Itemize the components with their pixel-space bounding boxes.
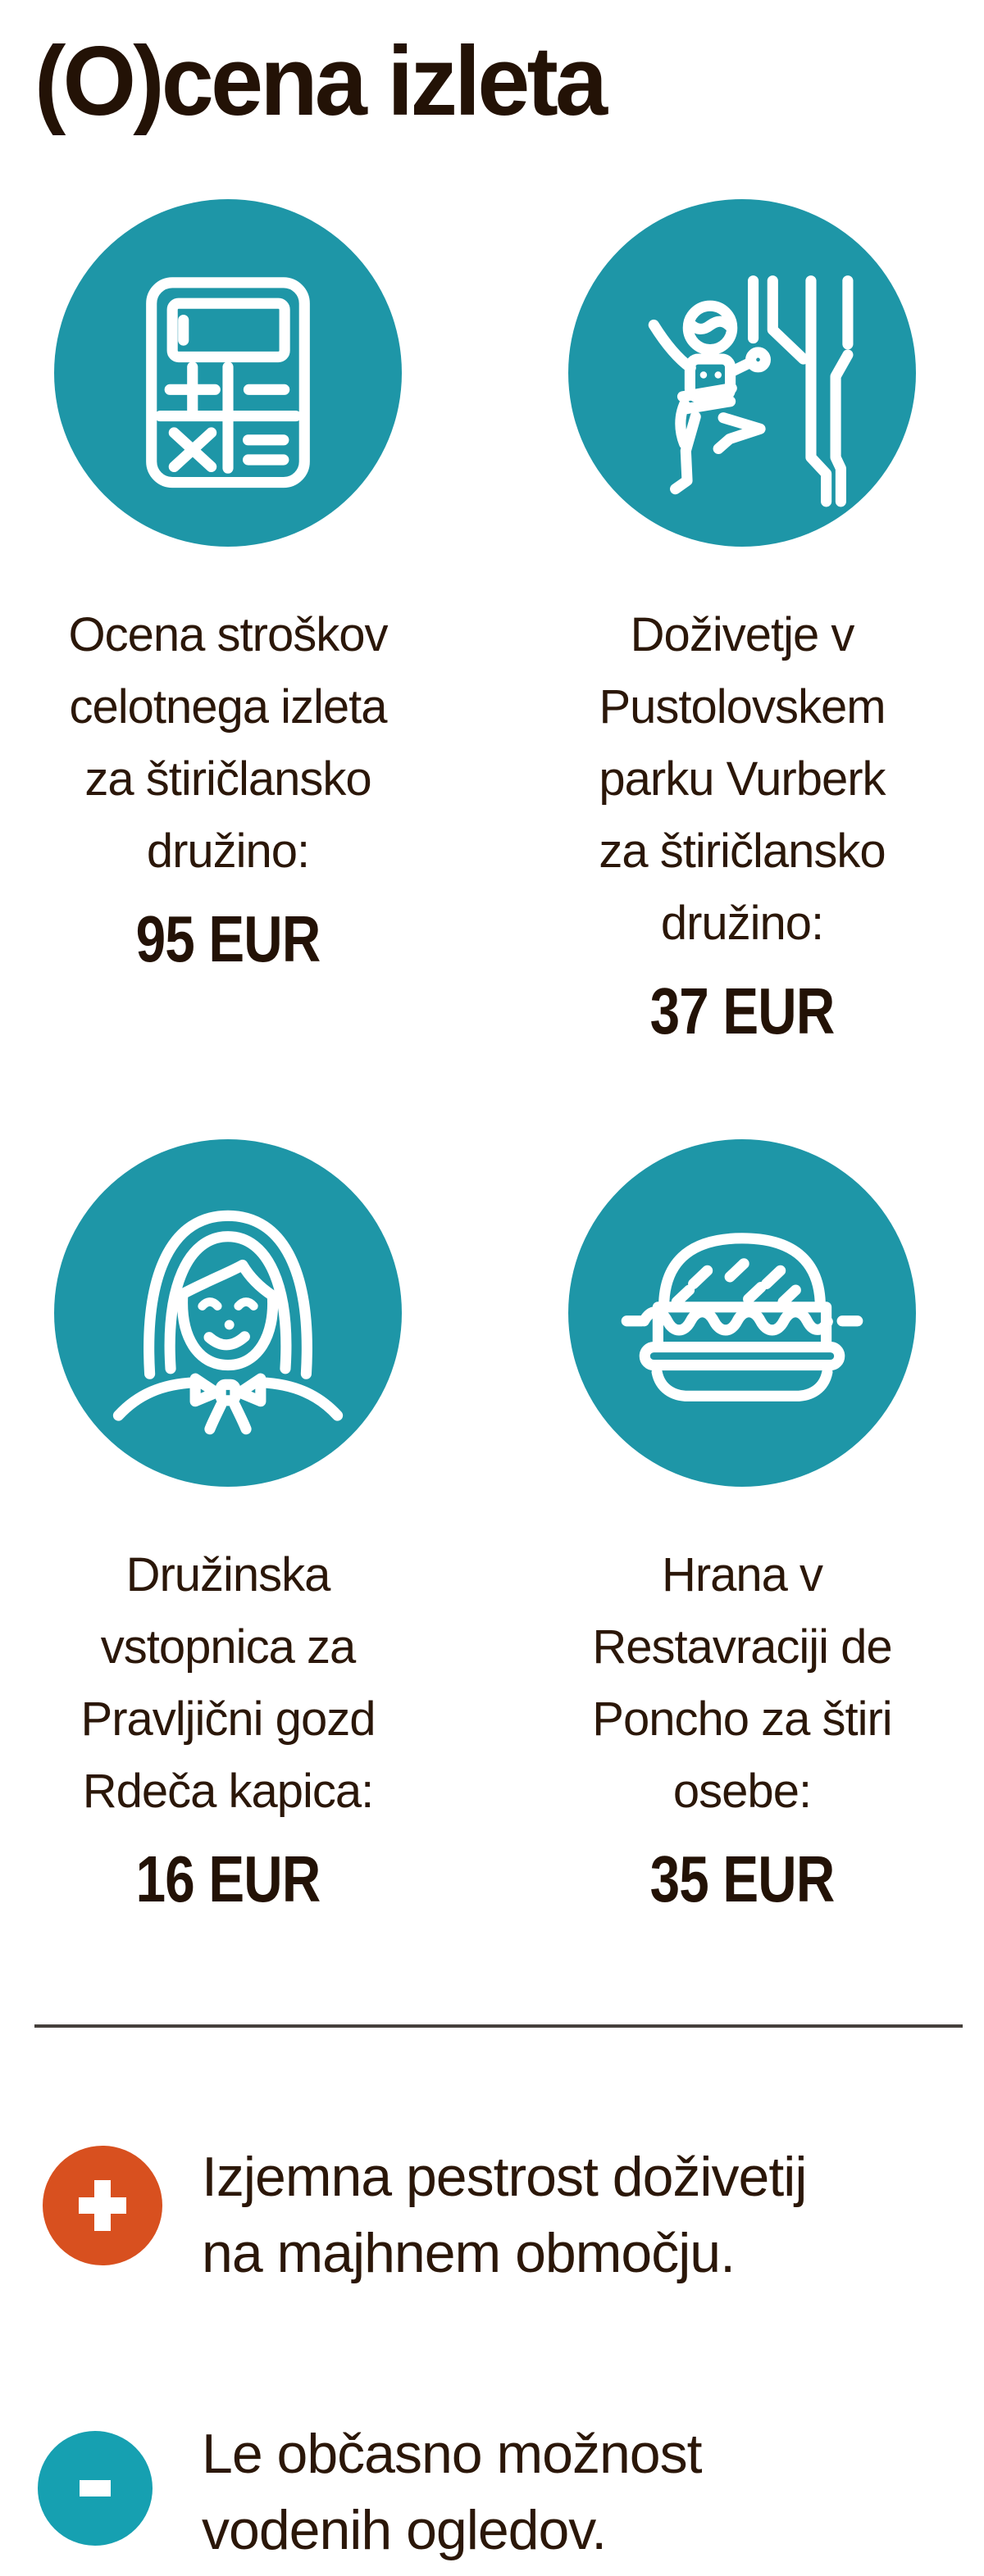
minus-badge	[38, 2431, 153, 2546]
divider	[34, 2024, 963, 2028]
burger-icon	[568, 1139, 916, 1487]
item-description: Družinska vstopnica za Pravljični gozd R…	[80, 1548, 376, 1818]
plus-badge	[43, 2146, 162, 2265]
item-price: 16 EUR	[135, 1842, 321, 1915]
tree-climber-icon	[568, 199, 916, 547]
item-description: Ocena stroškov celotnega izleta za štiri…	[68, 608, 389, 878]
item-description: Hrana v Restavraciji de Poncho za štiri …	[592, 1548, 892, 1818]
page-title: (O)cena izleta	[34, 26, 608, 136]
cost-item-total: Ocena stroškov celotnega izleta za štiri…	[31, 199, 425, 975]
item-price: 37 EUR	[649, 975, 836, 1047]
pro-note-text: Izjemna pestrost doživetij na majhnem ob…	[202, 2146, 807, 2284]
plus-icon	[94, 2180, 111, 2231]
minus-icon	[80, 2480, 111, 2496]
con-note-text: Le občasno možnost vodenih ogledov.	[202, 2423, 703, 2561]
cost-item-fairytale-forest: Družinska vstopnica za Pravljični gozd R…	[31, 1139, 425, 1915]
cost-item-restaurant: Hrana v Restavraciji de Poncho za štiri …	[545, 1139, 939, 1915]
item-description: Doživetje v Pustolovskem parku Vurberk z…	[599, 608, 886, 950]
item-price: 35 EUR	[649, 1842, 836, 1915]
red-riding-hood-icon	[54, 1139, 402, 1487]
cost-item-adventure-park: Doživetje v Pustolovskem parku Vurberk z…	[545, 199, 939, 1047]
item-price: 95 EUR	[135, 902, 321, 975]
calculator-icon	[54, 199, 402, 547]
